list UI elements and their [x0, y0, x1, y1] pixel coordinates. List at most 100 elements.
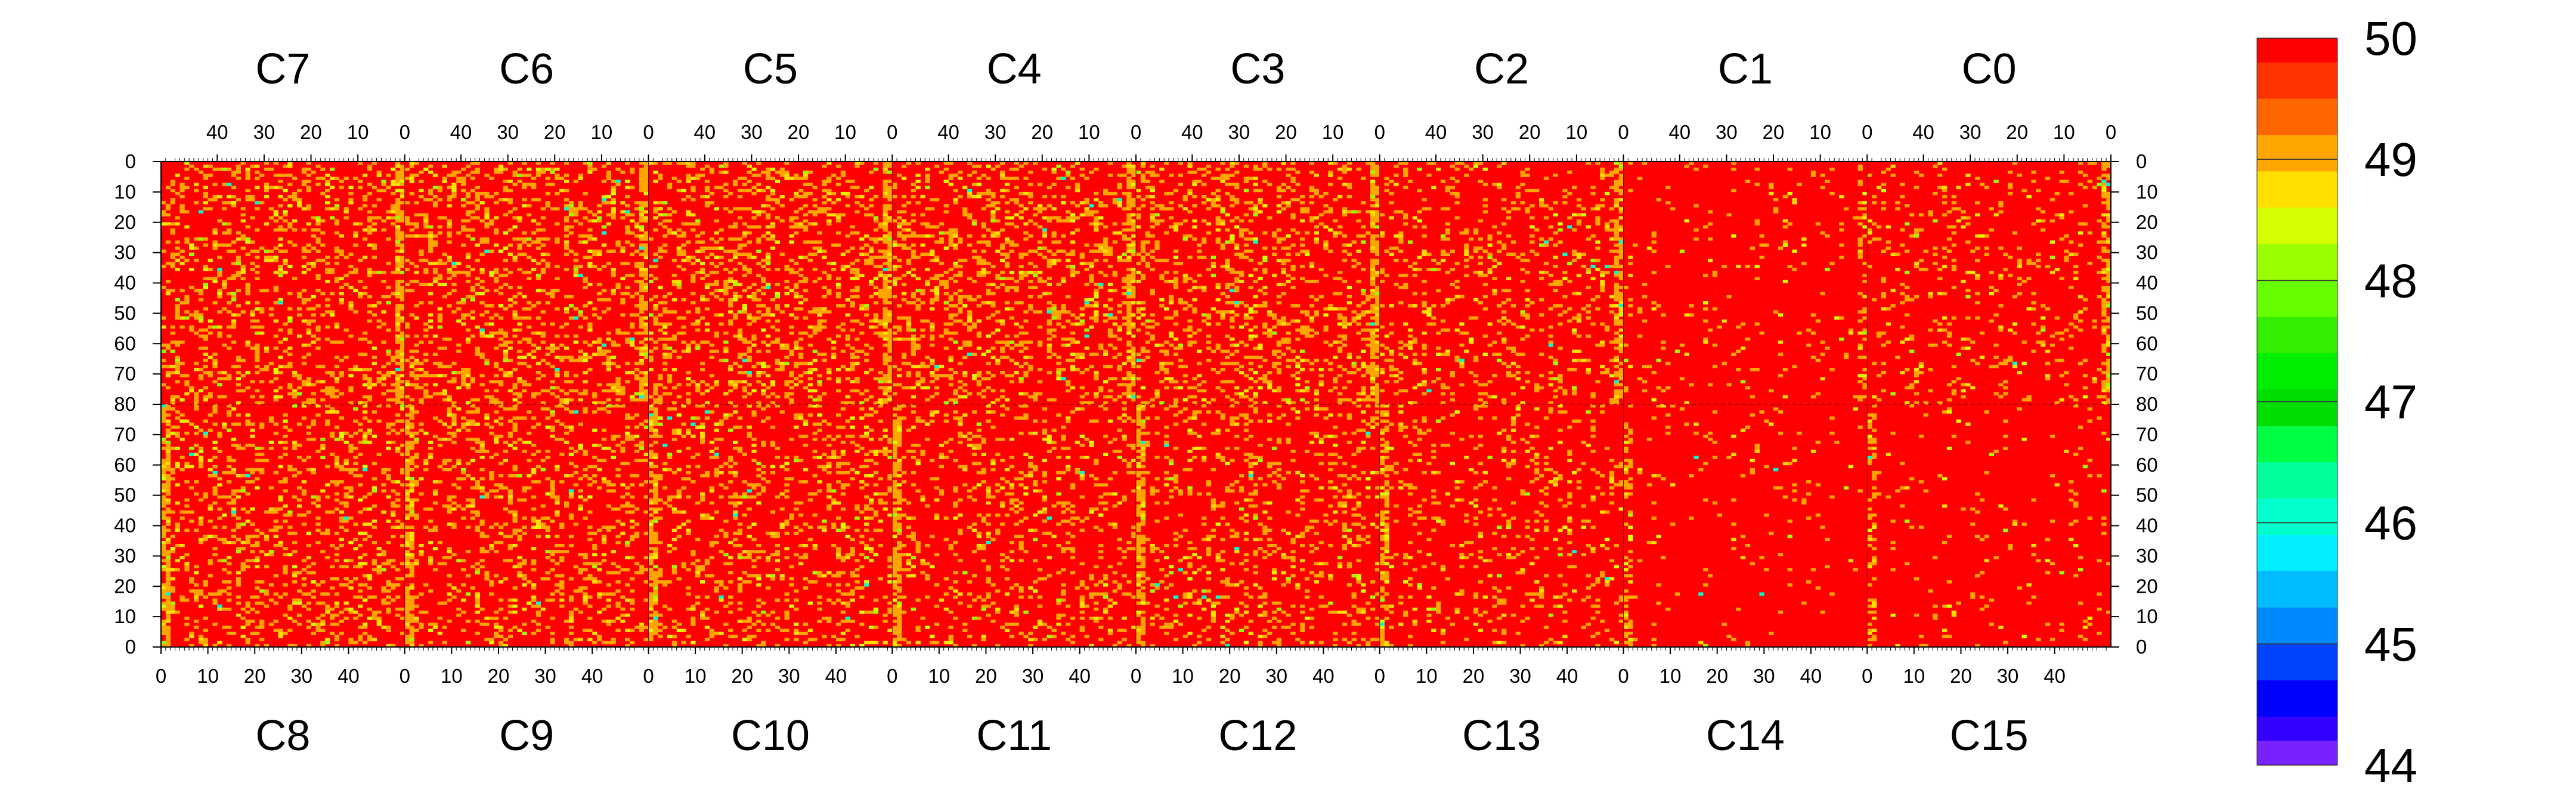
- heatmap-cell: [1089, 325, 1094, 329]
- heatmap-cell: [1122, 222, 1127, 226]
- heatmap-cell: [634, 222, 640, 226]
- heatmap-cell: [658, 286, 663, 290]
- heatmap-cell: [958, 258, 963, 262]
- heatmap-cell: [1150, 213, 1155, 216]
- heatmap-cell: [432, 234, 438, 238]
- heatmap-cell: [930, 371, 935, 374]
- heatmap-cell: [1239, 325, 1244, 329]
- heatmap-cell: [503, 231, 509, 235]
- heatmap-cell: [911, 340, 916, 344]
- heatmap-cell: [343, 328, 349, 332]
- heatmap-cell: [1276, 386, 1282, 389]
- heatmap-cell: [287, 352, 293, 356]
- heatmap-cell: [1000, 340, 1005, 344]
- heatmap-cell: [756, 316, 761, 320]
- heatmap-cell: [779, 174, 785, 177]
- heatmap-cell: [691, 188, 696, 193]
- heatmap-cell: [709, 374, 714, 377]
- heatmap-cell: [194, 168, 199, 171]
- heatmap-cell: [250, 194, 255, 199]
- heatmap-cell: [934, 258, 940, 262]
- heatmap-cell: [761, 204, 766, 208]
- heatmap-cell: [691, 222, 696, 226]
- heatmap-cell: [292, 228, 298, 232]
- heatmap-cell: [1271, 331, 1277, 335]
- heatmap-cell: [555, 191, 560, 196]
- heatmap-cell: [803, 225, 809, 229]
- heatmap-cell: [681, 249, 686, 253]
- heatmap-cell: [358, 258, 363, 262]
- heatmap-cell: [798, 255, 804, 259]
- heatmap-cell: [643, 377, 649, 380]
- heatmap-cell: [897, 383, 902, 386]
- heatmap-cell: [531, 177, 537, 180]
- heatmap-cell: [920, 234, 925, 238]
- heatmap-cell: [250, 310, 255, 314]
- heatmap-cell: [437, 277, 443, 280]
- heatmap-cell: [761, 234, 766, 238]
- heatmap-cell: [527, 325, 532, 329]
- heatmap-cell: [527, 182, 532, 187]
- heatmap-cell: [198, 374, 204, 377]
- heatmap-cell: [901, 243, 907, 247]
- heatmap-cell: [278, 268, 283, 271]
- heatmap-cell: [161, 364, 166, 369]
- heatmap-cell: [395, 182, 401, 187]
- heatmap-cell: [1094, 316, 1099, 320]
- heatmap-cell: [1182, 207, 1188, 210]
- heatmap-cell: [691, 274, 696, 277]
- heatmap-cell: [1131, 383, 1137, 386]
- heatmap-cell: [428, 165, 434, 168]
- heatmap-cell: [1122, 392, 1127, 396]
- heatmap-cell: [761, 210, 766, 213]
- heatmap-cell: [535, 168, 541, 171]
- heatmap-cell: [278, 185, 283, 190]
- heatmap-cell: [1220, 264, 1225, 268]
- heatmap-cell: [742, 162, 747, 165]
- heatmap-cell: [930, 361, 935, 366]
- heatmap-cell: [817, 310, 822, 314]
- heatmap-cell: [859, 162, 865, 165]
- heatmap-cell: [892, 392, 897, 396]
- heatmap-cell: [1206, 268, 1212, 271]
- heatmap-cell: [883, 213, 888, 216]
- heatmap-cell: [709, 355, 714, 360]
- heatmap-cell: [1300, 358, 1305, 363]
- heatmap-cell: [320, 292, 326, 296]
- heatmap-cell: [1253, 346, 1258, 350]
- heatmap-cell: [564, 240, 569, 244]
- heatmap-cell: [179, 316, 185, 320]
- heatmap-cell: [540, 252, 546, 256]
- heatmap-cell: [179, 188, 185, 193]
- heatmap-cell: [1178, 182, 1184, 187]
- heatmap-cell: [306, 380, 311, 383]
- heatmap-cell: [583, 316, 588, 320]
- heatmap-cell: [1004, 188, 1010, 193]
- heatmap-cell: [1136, 171, 1141, 174]
- heatmap-cell: [1173, 222, 1179, 226]
- heatmap-cell: [1258, 289, 1263, 293]
- heatmap-cell: [329, 271, 335, 274]
- heatmap-cell: [840, 264, 846, 268]
- heatmap-cell: [662, 343, 668, 347]
- heatmap-cell: [391, 292, 396, 296]
- heatmap-cell: [1131, 240, 1137, 244]
- heatmap-cell: [231, 298, 237, 302]
- heatmap-cell: [1290, 177, 1296, 180]
- heatmap-cell: [189, 165, 194, 168]
- heatmap-cell: [1089, 316, 1094, 320]
- heatmap-cell: [1056, 216, 1061, 220]
- heatmap-cell: [671, 283, 677, 286]
- heatmap-cell: [1094, 292, 1099, 296]
- heatmap-cell: [1253, 380, 1258, 383]
- heatmap-cell: [255, 358, 260, 363]
- heatmap-cell: [203, 364, 209, 369]
- heatmap-cell: [348, 386, 354, 389]
- heatmap-cell: [451, 380, 457, 383]
- heatmap-cell: [1248, 307, 1253, 311]
- heatmap-cell: [709, 191, 714, 196]
- heatmap-cell: [798, 194, 804, 199]
- heatmap-cell: [292, 243, 298, 247]
- heatmap-cell: [1197, 249, 1202, 253]
- heatmap-cell: [227, 194, 232, 199]
